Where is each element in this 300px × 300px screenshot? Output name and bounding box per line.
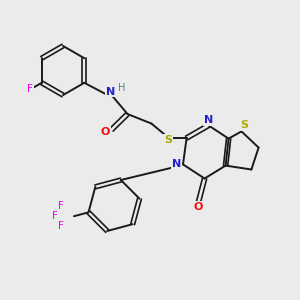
Text: N: N xyxy=(204,115,213,125)
Text: F: F xyxy=(58,201,63,211)
Text: H: H xyxy=(118,83,126,93)
Text: N: N xyxy=(106,86,116,97)
Text: F: F xyxy=(52,211,58,220)
Text: F: F xyxy=(58,221,63,231)
Text: S: S xyxy=(164,135,172,145)
Text: S: S xyxy=(241,120,248,130)
Text: F: F xyxy=(27,83,33,94)
Text: N: N xyxy=(172,159,181,170)
Text: O: O xyxy=(194,202,203,212)
Text: O: O xyxy=(100,127,110,137)
